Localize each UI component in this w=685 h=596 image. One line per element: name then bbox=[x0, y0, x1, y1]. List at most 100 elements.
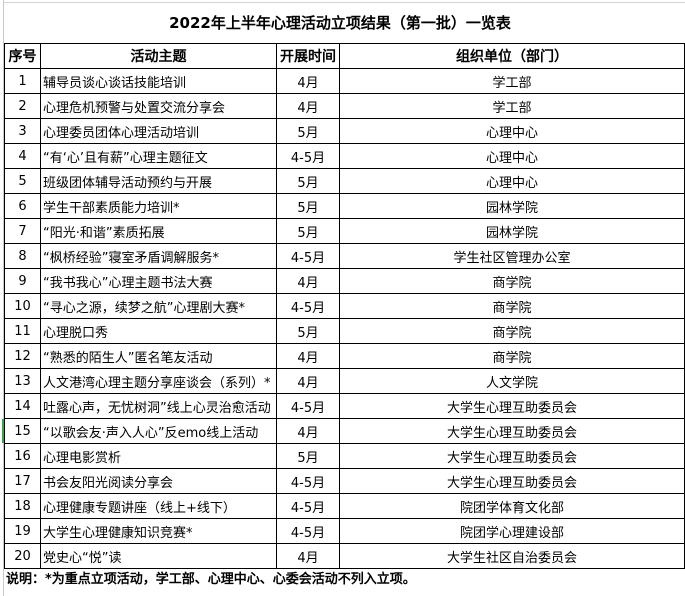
table-row: 17 书会友阳光阅读分享会 4-5月 大学生心理互助委员会 bbox=[4, 468, 685, 494]
cell-index[interactable]: 19 bbox=[4, 518, 41, 544]
header-topic: 活动主题 bbox=[40, 43, 277, 69]
table-row: 2 心理危机预警与处置交流分享会 4月 学工部 bbox=[4, 93, 685, 119]
cell-index[interactable]: 10 bbox=[4, 293, 41, 319]
cell-topic[interactable]: “有‘心’且有薪”心理主题征文 bbox=[40, 143, 277, 169]
cell-index[interactable]: 16 bbox=[4, 443, 41, 469]
cell-time[interactable]: 4-5月 bbox=[276, 143, 340, 169]
header-index: 序号 bbox=[4, 43, 41, 69]
cell-topic[interactable]: 辅导员谈心谈话技能培训 bbox=[40, 68, 277, 94]
cell-index[interactable]: 8 bbox=[4, 243, 41, 269]
cell-time[interactable]: 4月 bbox=[276, 268, 340, 294]
cell-index[interactable]: 11 bbox=[4, 318, 41, 344]
table-row: 11 心理脱口秀 5月 商学院 bbox=[4, 318, 685, 344]
cell-index[interactable]: 12 bbox=[4, 343, 41, 369]
header-row: 序号 活动主题 开展时间 组织单位（部门） bbox=[4, 43, 685, 69]
cell-time[interactable]: 5月 bbox=[276, 218, 340, 244]
table-row: 10 “寻心之源，续梦之航”心理剧大赛* 4-5月 商学院 bbox=[4, 293, 685, 319]
cell-topic[interactable]: 心理脱口秀 bbox=[40, 318, 277, 344]
cell-topic[interactable]: “枫桥经验”寝室矛盾调解服务* bbox=[40, 243, 277, 269]
cell-index[interactable]: 2 bbox=[4, 93, 41, 119]
table-row: 8 “枫桥经验”寝室矛盾调解服务* 4-5月 学生社区管理办公室 bbox=[4, 243, 685, 269]
cell-organizer[interactable]: 大学生心理互助委员会 bbox=[339, 418, 685, 444]
table-row: 9 “我书我心”心理主题书法大赛 4月 商学院 bbox=[4, 268, 685, 294]
cell-organizer[interactable]: 学工部 bbox=[339, 93, 685, 119]
table-row: 7 “阳光·和谐”素质拓展 5月 园林学院 bbox=[4, 218, 685, 244]
cell-index[interactable]: 14 bbox=[4, 393, 41, 419]
cell-organizer[interactable]: 大学生心理互助委员会 bbox=[339, 393, 685, 419]
cell-index[interactable]: 15 bbox=[4, 418, 41, 444]
table-row: 20 党史心“悦”读 4月 大学生社区自治委员会 bbox=[4, 543, 685, 569]
cell-time[interactable]: 4月 bbox=[276, 68, 340, 94]
cell-organizer[interactable]: 心理中心 bbox=[339, 143, 685, 169]
cell-time[interactable]: 4-5月 bbox=[276, 293, 340, 319]
cell-topic[interactable]: 大学生心理健康知识竞赛* bbox=[40, 518, 277, 544]
cell-time[interactable]: 4月 bbox=[276, 543, 340, 569]
cell-time[interactable]: 5月 bbox=[276, 193, 340, 219]
cell-time[interactable]: 4-5月 bbox=[276, 468, 340, 494]
cell-topic[interactable]: 书会友阳光阅读分享会 bbox=[40, 468, 277, 494]
cell-index[interactable]: 20 bbox=[4, 543, 41, 569]
cell-index[interactable]: 6 bbox=[4, 193, 41, 219]
cell-topic[interactable]: 吐露心声，无忧树洞”线上心灵治愈活动 bbox=[40, 393, 277, 419]
cell-topic[interactable]: “我书我心”心理主题书法大赛 bbox=[40, 268, 277, 294]
cell-topic[interactable]: “熟悉的陌生人”匿名笔友活动 bbox=[40, 343, 277, 369]
cell-time[interactable]: 5月 bbox=[276, 318, 340, 344]
cell-organizer[interactable]: 商学院 bbox=[339, 293, 685, 319]
cell-organizer[interactable]: 大学生社区自治委员会 bbox=[339, 543, 685, 569]
cell-index[interactable]: 4 bbox=[4, 143, 41, 169]
cell-index[interactable]: 13 bbox=[4, 368, 41, 394]
cell-topic[interactable]: 班级团体辅导活动预约与开展 bbox=[40, 168, 277, 194]
cell-organizer[interactable]: 心理中心 bbox=[339, 168, 685, 194]
cell-organizer[interactable]: 人文学院 bbox=[339, 368, 685, 394]
cell-organizer[interactable]: 学工部 bbox=[339, 68, 685, 94]
cell-time[interactable]: 4月 bbox=[276, 93, 340, 119]
cell-time[interactable]: 5月 bbox=[276, 118, 340, 144]
cell-topic[interactable]: 心理健康专题讲座（线上+线下） bbox=[40, 493, 277, 519]
cell-topic[interactable]: “阳光·和谐”素质拓展 bbox=[40, 218, 277, 244]
cell-organizer[interactable]: 商学院 bbox=[339, 343, 685, 369]
cell-organizer[interactable]: 院团学心理建设部 bbox=[339, 518, 685, 544]
cell-topic[interactable]: 心理委员团体心理活动培训 bbox=[40, 118, 277, 144]
cell-index[interactable]: 5 bbox=[4, 168, 41, 194]
cell-index[interactable]: 9 bbox=[4, 268, 41, 294]
results-table: 序号 活动主题 开展时间 组织单位（部门） 1 辅导员谈心谈话技能培训 4月 学工部 2… bbox=[4, 43, 685, 569]
cell-time[interactable]: 5月 bbox=[276, 443, 340, 469]
cell-index[interactable]: 17 bbox=[4, 468, 41, 494]
cell-topic[interactable]: 心理危机预警与处置交流分享会 bbox=[40, 93, 277, 119]
table-row: 5 班级团体辅导活动预约与开展 5月 心理中心 bbox=[4, 168, 685, 194]
cell-topic[interactable]: 心理电影赏析 bbox=[40, 443, 277, 469]
cell-organizer[interactable]: 商学院 bbox=[339, 268, 685, 294]
cell-organizer[interactable]: 大学生心理互助委员会 bbox=[339, 468, 685, 494]
cell-organizer[interactable]: 大学生心理互助委员会 bbox=[339, 443, 685, 469]
table-row: 1 辅导员谈心谈话技能培训 4月 学工部 bbox=[4, 68, 685, 94]
cell-index[interactable]: 3 bbox=[4, 118, 41, 144]
cell-topic[interactable]: 学生干部素质能力培训* bbox=[40, 193, 277, 219]
cell-time[interactable]: 4-5月 bbox=[276, 493, 340, 519]
cell-organizer[interactable]: 商学院 bbox=[339, 318, 685, 344]
cell-topic[interactable]: “寻心之源，续梦之航”心理剧大赛* bbox=[40, 293, 277, 319]
cell-index[interactable]: 7 bbox=[4, 218, 41, 244]
cell-time[interactable]: 4月 bbox=[276, 418, 340, 444]
cell-organizer[interactable]: 心理中心 bbox=[339, 118, 685, 144]
cell-time[interactable]: 4月 bbox=[276, 368, 340, 394]
cell-topic[interactable]: “以歌会友·声入人心”反emo线上活动 bbox=[40, 418, 277, 444]
cell-time[interactable]: 5月 bbox=[276, 168, 340, 194]
cell-topic[interactable]: 党史心“悦”读 bbox=[40, 543, 277, 569]
table-row: 12 “熟悉的陌生人”匿名笔友活动 4月 商学院 bbox=[4, 343, 685, 369]
table-row: 4 “有‘心’且有薪”心理主题征文 4-5月 心理中心 bbox=[4, 143, 685, 169]
cell-organizer[interactable]: 院团学体育文化部 bbox=[339, 493, 685, 519]
footnote: 说明：*为重点立项活动，学工部、心理中心、心委会活动不列入立项。 bbox=[6, 572, 416, 587]
table-title: 2022年上半年心理活动立项结果（第一批）一览表 bbox=[169, 14, 511, 32]
cell-organizer[interactable]: 园林学院 bbox=[339, 218, 685, 244]
cell-index[interactable]: 18 bbox=[4, 493, 41, 519]
cell-organizer[interactable]: 学生社区管理办公室 bbox=[339, 243, 685, 269]
cell-topic[interactable]: 人文港湾心理主题分享座谈会（系列）* bbox=[40, 368, 277, 394]
cell-organizer[interactable]: 园林学院 bbox=[339, 193, 685, 219]
cell-time[interactable]: 4-5月 bbox=[276, 243, 340, 269]
cell-time[interactable]: 4-5月 bbox=[276, 518, 340, 544]
cell-time[interactable]: 4-5月 bbox=[276, 393, 340, 419]
cell-index[interactable]: 1 bbox=[4, 68, 41, 94]
table-row: 19 大学生心理健康知识竞赛* 4-5月 院团学心理建设部 bbox=[4, 518, 685, 544]
table-row: 15 “以歌会友·声入人心”反emo线上活动 4月 大学生心理互助委员会 bbox=[4, 418, 685, 444]
cell-time[interactable]: 4月 bbox=[276, 343, 340, 369]
